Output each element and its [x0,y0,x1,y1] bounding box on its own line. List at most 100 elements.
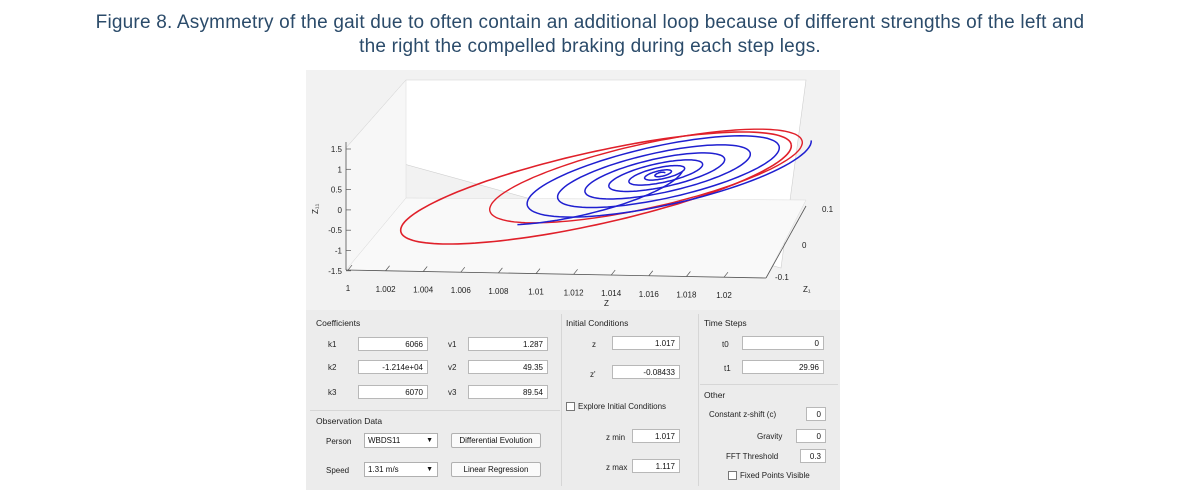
person-label: Person [326,437,352,446]
v2-label: v2 [448,363,457,372]
x-axis-line [345,269,767,279]
separator-1 [561,314,562,486]
x-tick-mark [723,271,729,278]
explore-initial-conditions-checkbox[interactable] [566,402,575,411]
fixed-points-visible-checkbox[interactable] [728,471,737,480]
x-ticks: 1 1.002 1.004 1.006 1.008 1.01 1.012 1.014 1.016… [346,264,732,300]
z-tick-label: 1.5 [331,145,343,154]
z-tick-label: -1 [335,247,343,256]
separator-3 [310,410,560,411]
k3-input[interactable]: 6070 [358,385,428,399]
blue-spiral [526,135,813,218]
blue-tail [517,171,683,226]
linear-regression-button[interactable]: Linear Regression [451,462,541,477]
fft-threshold-label: FFT Threshold [726,452,779,461]
t0-input[interactable]: 0 [742,336,824,350]
initial-conditions-title: Initial Conditions [566,318,629,328]
x-tick-mark [535,268,541,274]
z-tick-label: 1 [338,165,343,174]
figure-caption-line-2: the right the compelled braking during e… [359,36,821,57]
z-label: z [592,340,596,349]
other-title: Other [704,390,726,400]
differential-evolution-button[interactable]: Differential Evolution [451,433,541,448]
y-axis-label: Z₁ [803,285,811,294]
gravity-label: Gravity [757,432,783,441]
x-tick-mark [422,266,428,272]
trajectory-plot: 1.5 1 0.5 0 -0.5 -1 -1.5 1 1.002 1.004 1.006 1.008… [311,79,834,308]
caption-text-1: . Asymmetry of the gait due to often con… [166,12,1085,33]
x-tick-label: 1.006 [451,286,472,295]
figure-label: Figure 8 [95,12,167,33]
x-tick-mark [573,269,578,275]
y-axis-line [765,205,807,279]
x-tick-label: 1 [346,284,351,293]
person-select[interactable]: WBDS11 ▼ [364,433,438,448]
figure-caption-line-1: Figure 8. Asymmetry of the gait due to o… [0,11,1180,35]
z-max-input[interactable]: 1.117 [632,459,680,473]
y-tick-label: 0.1 [822,205,834,214]
x-tick-mark [498,267,503,274]
observation-title: Observation Data [316,416,383,426]
x-tick-mark [648,270,654,276]
x-tick-label: 1.014 [601,289,622,298]
x-tick-label: 1.018 [676,290,697,299]
v3-input[interactable]: 89.54 [468,385,548,399]
z-min-input[interactable]: 1.017 [632,429,680,443]
x-tick-label: 1.012 [564,288,585,297]
person-value: WBDS11 [368,436,401,445]
red-loop-inner [489,128,803,224]
x-axis-label: Z [604,299,609,308]
x-tick-label: 1.01 [528,288,544,297]
fft-threshold-input[interactable]: 0.3 [800,449,826,463]
coefficients-title: Coefficients [316,318,361,328]
t1-input[interactable]: 29.96 [742,360,824,374]
speed-value: 1.31 m/s [368,465,399,474]
k2-input[interactable]: -1.214e+04 [358,360,428,374]
z-tick-label: -0.5 [328,226,342,235]
separator-2 [698,314,699,486]
y-tick-label: -0.1 [775,273,789,282]
v1-input[interactable]: 1.287 [468,337,548,351]
y-ticks: -0.1 0 0.1 [775,205,834,282]
x-tick-mark [610,269,616,276]
t1-label: t1 [724,364,731,373]
zshift-input[interactable]: 0 [806,407,826,421]
z-prime-label: z' [590,370,596,379]
z-tick-label: 0.5 [331,186,343,195]
app-window: 1.5 1 0.5 0 -0.5 -1 -1.5 1 1.002 1.004 1.006 1.008… [306,70,840,490]
explore-initial-conditions-label: Explore Initial Conditions [578,402,667,411]
v2-input[interactable]: 49.35 [468,360,548,374]
trajectory-curves [399,128,813,245]
separator-4 [700,384,838,385]
x-tick-label: 1.002 [376,285,397,294]
k3-label: k3 [328,388,337,397]
z-prime-input[interactable]: -0.08433 [612,365,680,379]
y-tick-label: 0 [802,241,807,250]
speed-select[interactable]: 1.31 m/s ▼ [364,462,438,477]
x-tick-label: 1.008 [488,287,509,296]
v3-label: v3 [448,388,457,397]
floor-plane [345,197,807,279]
v1-label: v1 [448,340,457,349]
x-tick-mark [686,271,691,277]
gravity-input[interactable]: 0 [796,429,826,443]
x-tick-mark [385,265,390,271]
z-axis-label: Z₁₁ [311,203,320,214]
time-steps-title: Time Steps [704,318,747,328]
z-ticks: 1.5 1 0.5 0 -0.5 -1 -1.5 [328,145,351,276]
x-tick-mark [347,264,353,271]
z-min-label: z min [606,433,626,442]
plot-area[interactable]: 1.5 1 0.5 0 -0.5 -1 -1.5 1 1.002 1.004 1.006 1.008… [306,70,840,310]
z-input[interactable]: 1.017 [612,336,680,350]
z-max-label: z max [606,463,628,472]
z-tick-label: 0 [338,206,343,215]
k2-label: k2 [328,363,337,372]
k1-input[interactable]: 6066 [358,337,428,351]
x-tick-label: 1.004 [413,285,434,294]
x-tick-mark [460,266,466,273]
x-tick-label: 1.016 [639,290,660,299]
x-tick-label: 1.02 [716,291,732,300]
chevron-down-icon: ▼ [426,466,433,473]
t0-label: t0 [722,340,729,349]
k1-label: k1 [328,340,337,349]
